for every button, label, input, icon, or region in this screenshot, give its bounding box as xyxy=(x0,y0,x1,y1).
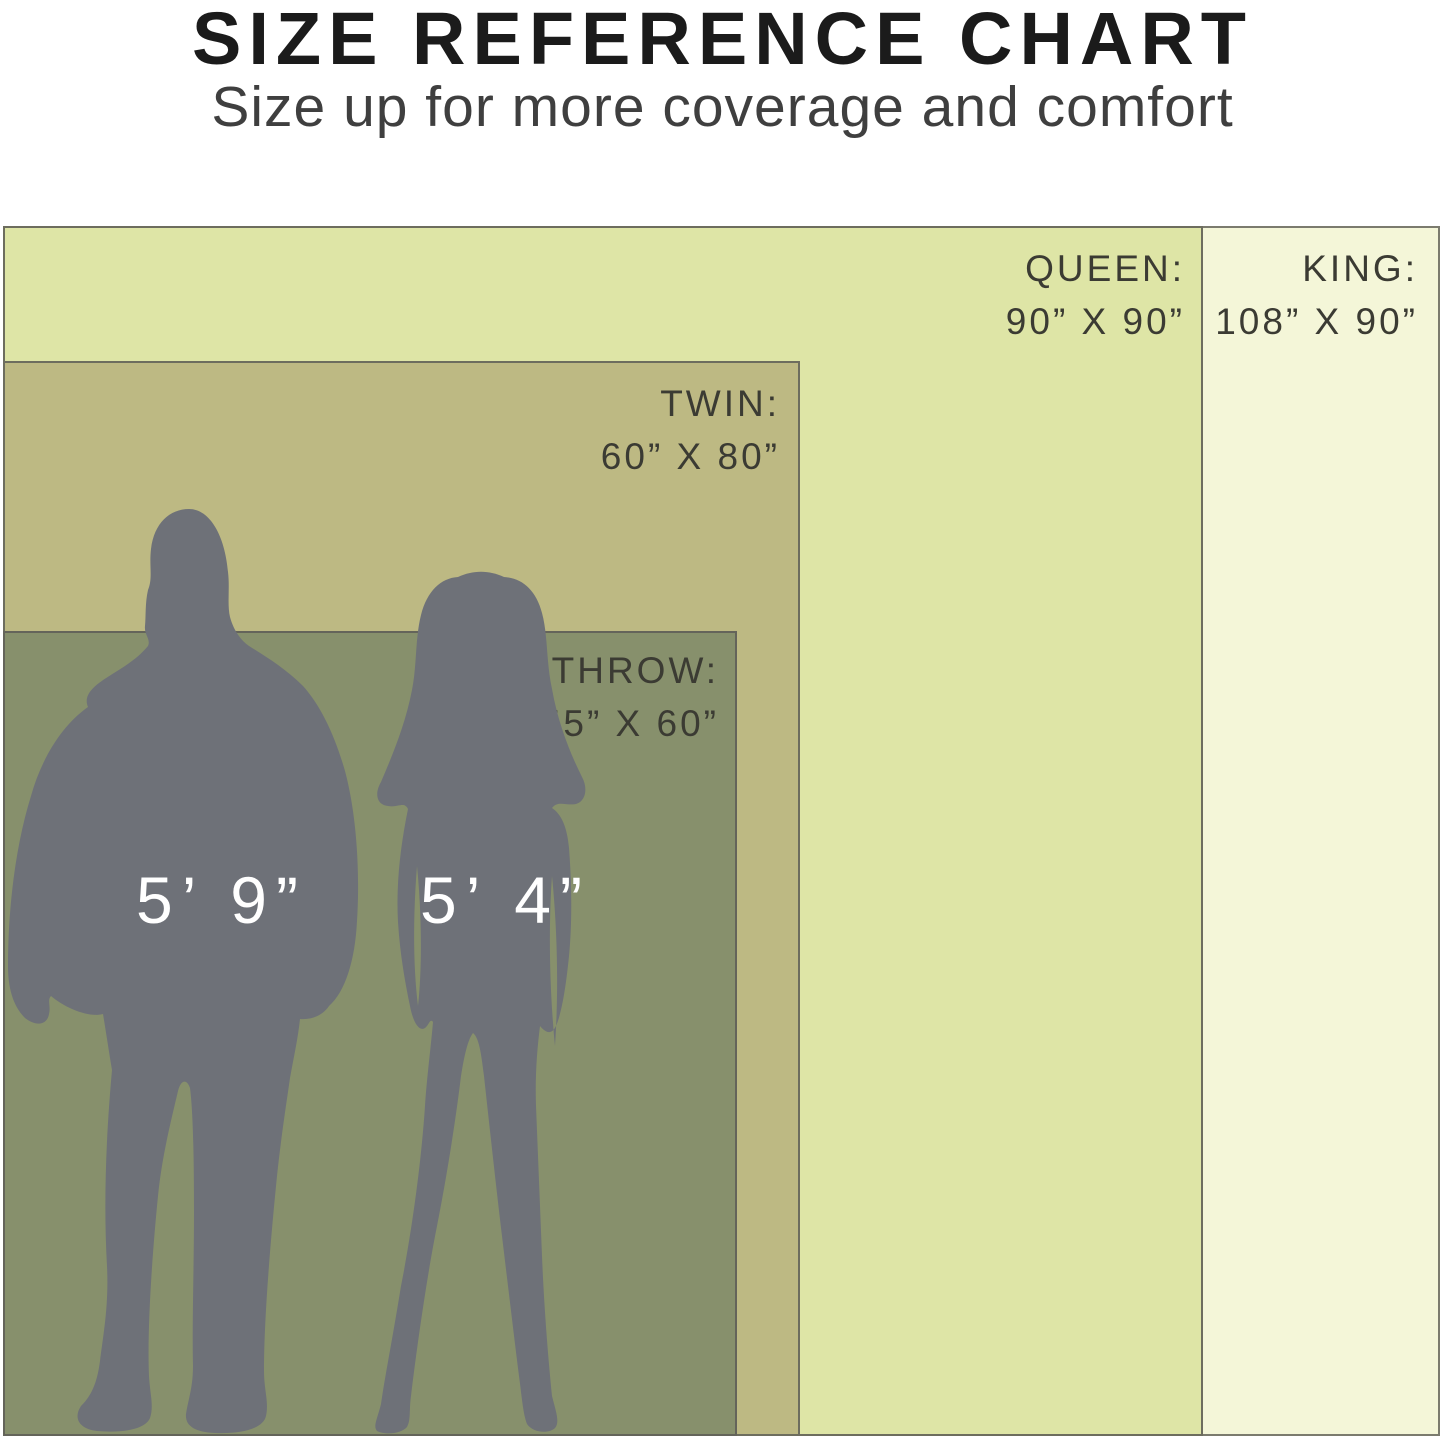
size-comparison-chart: KING: 108” X 90” QUEEN: 90” X 90” TWIN: … xyxy=(3,226,1440,1436)
people-silhouettes xyxy=(8,509,586,1434)
size-name: QUEEN: xyxy=(1025,248,1185,289)
size-label-twin: TWIN: 60” X 80” xyxy=(601,377,780,483)
woman-silhouette xyxy=(375,571,586,1434)
man-height-label: 5’ 9” xyxy=(136,863,307,937)
man-silhouette xyxy=(8,509,359,1434)
size-name: KING: xyxy=(1302,248,1418,289)
woman-height-label: 5’ 4” xyxy=(420,863,591,937)
page-subtitle: Size up for more coverage and comfort xyxy=(211,75,1234,139)
size-label-throw: THROW: 55” X 60” xyxy=(540,644,719,750)
size-name: TWIN: xyxy=(660,383,780,424)
size-dimensions: 90” X 90” xyxy=(1005,301,1185,342)
size-dimensions: 108” X 90” xyxy=(1215,301,1418,342)
size-name: THROW: xyxy=(551,650,719,691)
size-dimensions: 55” X 60” xyxy=(539,703,719,744)
size-label-queen: QUEEN: 90” X 90” xyxy=(1006,242,1185,348)
page-title: SIZE REFERENCE CHART xyxy=(192,0,1253,80)
size-dimensions: 60” X 80” xyxy=(600,436,780,477)
size-label-king: KING: 108” X 90” xyxy=(1215,242,1418,348)
